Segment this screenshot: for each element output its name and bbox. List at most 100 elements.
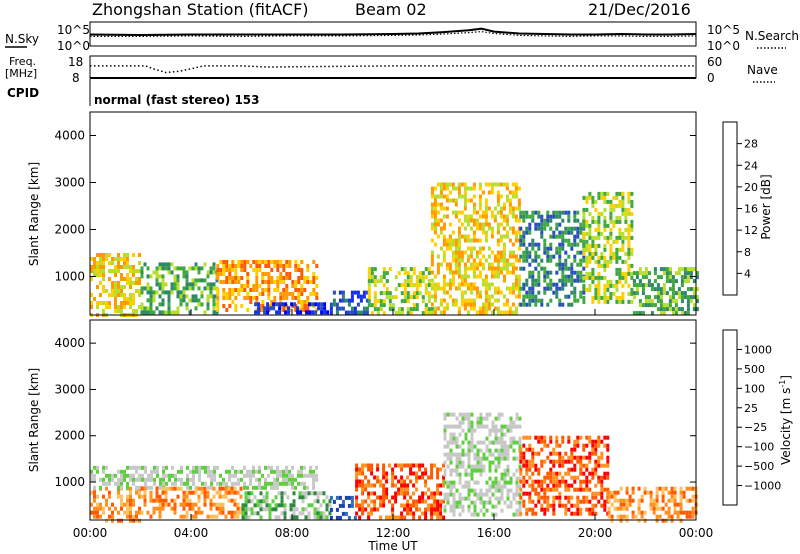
data-cell <box>637 502 641 507</box>
data-cell <box>494 504 498 509</box>
data-cell <box>261 276 265 280</box>
data-cell <box>198 469 201 474</box>
data-cell <box>685 498 689 503</box>
data-cell <box>625 486 629 491</box>
data-cell <box>255 268 259 272</box>
data-cell <box>164 498 168 503</box>
data-cell <box>573 298 577 303</box>
data-cell <box>448 286 452 291</box>
data-cell <box>508 250 512 255</box>
data-cell <box>132 253 135 257</box>
data-cell <box>588 435 592 440</box>
data-cell <box>647 271 651 276</box>
data-cell <box>653 303 657 308</box>
data-cell <box>376 475 380 480</box>
data-cell <box>612 203 616 208</box>
data-cell <box>421 275 425 280</box>
data-cell <box>540 298 544 303</box>
data-cell <box>370 279 374 284</box>
data-cell <box>470 436 474 441</box>
data-cell <box>500 412 504 417</box>
data-cell <box>635 283 639 288</box>
data-cell <box>600 211 604 216</box>
data-cell <box>463 266 467 271</box>
data-cell <box>473 504 477 509</box>
data-cell <box>491 440 495 445</box>
data-cell <box>191 266 195 271</box>
data-cell <box>458 464 462 469</box>
data-cell <box>493 254 497 259</box>
data-cell <box>449 468 453 473</box>
data-cell <box>512 512 516 517</box>
data-cell <box>668 275 672 280</box>
data-cell <box>418 291 422 296</box>
data-cell <box>443 424 447 429</box>
data-cell <box>171 465 174 470</box>
data-cell <box>400 487 404 492</box>
data-cell <box>543 499 547 504</box>
data-cell <box>406 275 410 280</box>
data-cell <box>406 487 410 492</box>
data-cell <box>490 294 494 299</box>
data-cell <box>597 459 601 464</box>
data-cell <box>472 206 476 211</box>
data-cell <box>403 483 407 488</box>
data-cell <box>673 494 677 499</box>
data-cell <box>212 514 216 519</box>
data-cell <box>99 261 102 265</box>
data-cell <box>108 261 111 265</box>
data-cell <box>515 484 519 489</box>
data-cell <box>499 182 503 187</box>
data-cell <box>531 463 535 468</box>
data-cell <box>316 507 320 512</box>
data-cell <box>478 290 482 295</box>
data-cell <box>618 279 622 284</box>
data-cell <box>582 266 586 271</box>
data-cell <box>449 424 453 429</box>
data-cell <box>200 294 204 299</box>
data-cell <box>549 234 553 239</box>
data-cell <box>695 307 699 312</box>
data-cell <box>406 463 410 468</box>
data-cell <box>279 260 283 264</box>
data-cell <box>114 309 117 313</box>
data-cell <box>161 506 165 511</box>
data-cell <box>167 290 171 295</box>
data-cell <box>219 272 223 276</box>
velocity-colorbar-label-main: Velocity [m s <box>779 388 793 465</box>
data-cell <box>267 284 271 288</box>
data-cell <box>515 508 519 513</box>
data-cell <box>243 260 247 264</box>
data-cell <box>490 190 494 195</box>
data-cell <box>439 515 443 520</box>
data-cell <box>469 306 473 311</box>
data-cell <box>680 283 684 288</box>
data-cell <box>627 199 631 204</box>
data-cell <box>455 452 459 457</box>
data-cell <box>519 459 523 464</box>
data-cell <box>135 277 138 281</box>
data-cell <box>209 290 213 295</box>
data-cell <box>576 278 580 283</box>
data-cell <box>540 214 544 219</box>
data-cell <box>301 499 305 504</box>
data-cell <box>230 510 234 515</box>
data-cell <box>472 298 476 303</box>
data-cell <box>579 499 583 504</box>
data-cell <box>525 258 529 263</box>
data-cell <box>406 299 410 304</box>
data-cell <box>615 259 619 264</box>
data-cell <box>273 469 276 474</box>
data-cell <box>234 304 238 308</box>
data-cell <box>161 490 165 495</box>
data-cell <box>685 510 689 515</box>
data-cell <box>443 452 447 457</box>
data-cell <box>466 310 470 315</box>
data-cell <box>555 214 559 219</box>
data-cell <box>478 238 482 243</box>
data-cell <box>522 214 526 219</box>
data-cell <box>454 198 458 203</box>
data-cell <box>212 298 216 303</box>
data-cell <box>567 467 571 472</box>
data-cell <box>379 275 383 280</box>
